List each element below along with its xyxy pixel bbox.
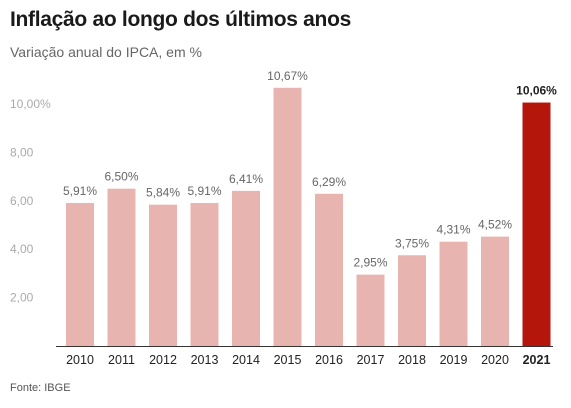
x-tick-label-2011: 2011 [108, 353, 135, 367]
bar-2016 [315, 193, 343, 346]
x-tick-label-2012: 2012 [149, 353, 177, 367]
chart-title: Inflação ao longo dos últimos anos [10, 8, 351, 31]
y-tick-label: 2,00 [10, 291, 34, 305]
x-tick-label-2014: 2014 [232, 353, 260, 367]
x-tick-label-2017: 2017 [357, 353, 385, 367]
data-label-2017: 2,95% [353, 256, 387, 270]
x-tick-label-2019: 2019 [440, 353, 468, 367]
data-label-2011: 6,50% [104, 170, 138, 184]
bar-2012 [149, 204, 177, 346]
y-tick-label: 8,00 [10, 145, 34, 159]
x-tick-label-2015: 2015 [274, 353, 302, 367]
bar-2010 [66, 202, 94, 346]
data-label-2020: 4,52% [478, 218, 512, 232]
x-tick-label-2010: 2010 [66, 353, 94, 367]
source-note: Fonte: IBGE [10, 382, 71, 394]
y-tick-label: 10,00% [10, 97, 51, 111]
bar-2015 [273, 87, 302, 346]
data-label-2010: 5,91% [63, 184, 97, 198]
data-label-2019: 4,31% [436, 223, 470, 237]
data-label-2018: 3,75% [395, 236, 429, 250]
y-tick-label: 4,00 [10, 242, 34, 256]
data-label-2013: 5,91% [187, 184, 221, 198]
bar-2014 [232, 190, 260, 346]
x-tick-label-2018: 2018 [398, 353, 426, 367]
bar-2018 [398, 255, 426, 346]
x-tick-label-2016: 2016 [315, 353, 343, 367]
bar-2011 [107, 188, 136, 346]
bar-2019 [439, 241, 468, 346]
bar-2013 [190, 202, 219, 346]
data-label-2014: 6,41% [229, 172, 263, 186]
data-label-2015: 10,67% [267, 69, 308, 83]
x-tick-label-2021: 2021 [523, 353, 551, 367]
bar-2021 [522, 102, 551, 346]
x-tick-label-2020: 2020 [481, 353, 509, 367]
chart-subtitle: Variação anual do IPCA, em % [10, 44, 202, 60]
x-tick-label-2013: 2013 [191, 353, 219, 367]
bar-2020 [481, 236, 509, 346]
data-label-2016: 6,29% [312, 175, 346, 189]
data-label-2021: 10,06% [516, 84, 557, 98]
data-label-2012: 5,84% [146, 186, 180, 200]
y-tick-label: 6,00 [10, 194, 34, 208]
bar-2017 [356, 274, 385, 346]
